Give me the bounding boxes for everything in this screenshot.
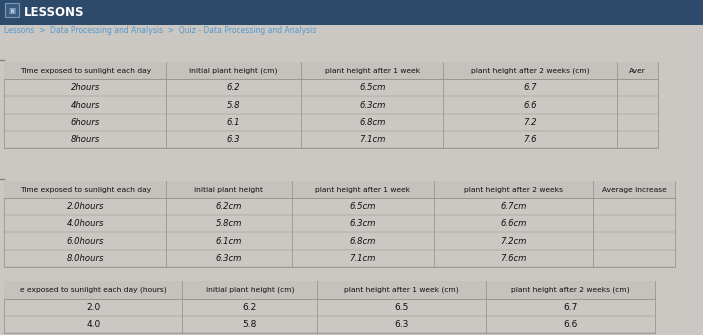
Text: 5.8: 5.8 bbox=[243, 320, 257, 329]
Text: 6.3cm: 6.3cm bbox=[359, 100, 385, 110]
Text: 5.8: 5.8 bbox=[227, 100, 240, 110]
Text: 6.2: 6.2 bbox=[243, 303, 257, 312]
FancyBboxPatch shape bbox=[4, 62, 657, 148]
Text: 2hours: 2hours bbox=[70, 83, 100, 92]
Text: 7.2cm: 7.2cm bbox=[501, 237, 527, 246]
FancyBboxPatch shape bbox=[4, 281, 654, 333]
Text: 6.6: 6.6 bbox=[563, 320, 578, 329]
FancyBboxPatch shape bbox=[4, 281, 654, 299]
Text: 6hours: 6hours bbox=[70, 118, 100, 127]
Text: 6.8cm: 6.8cm bbox=[349, 237, 376, 246]
Text: 8.0hours: 8.0hours bbox=[67, 254, 104, 263]
Text: e exposed to sunlight each day (hours): e exposed to sunlight each day (hours) bbox=[20, 287, 167, 293]
Text: initial plant height: initial plant height bbox=[195, 187, 264, 193]
Text: plant height after 2 weeks (cm): plant height after 2 weeks (cm) bbox=[471, 67, 589, 74]
Text: plant height after 2 weeks: plant height after 2 weeks bbox=[464, 187, 563, 193]
Text: 6.3cm: 6.3cm bbox=[216, 254, 242, 263]
Text: LESSONS: LESSONS bbox=[24, 6, 84, 19]
Text: plant height after 1 week: plant height after 1 week bbox=[325, 68, 420, 74]
Text: Time exposed to sunlight each day: Time exposed to sunlight each day bbox=[20, 187, 151, 193]
Text: 6.7: 6.7 bbox=[523, 83, 537, 92]
Text: 7.6: 7.6 bbox=[523, 135, 537, 144]
Text: 6.1cm: 6.1cm bbox=[216, 237, 242, 246]
Text: plant height after 1 week: plant height after 1 week bbox=[315, 187, 411, 193]
Text: 6.5cm: 6.5cm bbox=[349, 202, 376, 211]
Text: 2.0hours: 2.0hours bbox=[67, 202, 104, 211]
Text: Average increase: Average increase bbox=[602, 187, 666, 193]
Text: 6.7cm: 6.7cm bbox=[501, 202, 527, 211]
Text: 6.5: 6.5 bbox=[394, 303, 409, 312]
Text: initial plant height (cm): initial plant height (cm) bbox=[189, 67, 278, 74]
Text: plant height after 1 week (cm): plant height after 1 week (cm) bbox=[344, 287, 459, 293]
Text: 6.6cm: 6.6cm bbox=[501, 219, 527, 228]
FancyBboxPatch shape bbox=[5, 3, 19, 17]
Text: 4hours: 4hours bbox=[70, 100, 100, 110]
FancyBboxPatch shape bbox=[0, 0, 703, 25]
Text: initial plant height (cm): initial plant height (cm) bbox=[206, 287, 294, 293]
Text: 6.3cm: 6.3cm bbox=[349, 219, 376, 228]
FancyBboxPatch shape bbox=[4, 181, 675, 198]
FancyBboxPatch shape bbox=[4, 62, 657, 79]
Text: 6.7: 6.7 bbox=[563, 303, 578, 312]
Text: 7.1cm: 7.1cm bbox=[359, 135, 385, 144]
Text: 5.8cm: 5.8cm bbox=[216, 219, 242, 228]
Text: 6.5cm: 6.5cm bbox=[359, 83, 385, 92]
Text: 7.1cm: 7.1cm bbox=[349, 254, 376, 263]
Text: 6.3: 6.3 bbox=[394, 320, 409, 329]
Text: ▣: ▣ bbox=[8, 5, 15, 14]
Text: 4.0hours: 4.0hours bbox=[67, 219, 104, 228]
Text: 6.2cm: 6.2cm bbox=[216, 202, 242, 211]
Text: 8hours: 8hours bbox=[70, 135, 100, 144]
Text: 7.6cm: 7.6cm bbox=[501, 254, 527, 263]
Text: 6.1: 6.1 bbox=[227, 118, 240, 127]
Text: Lessons  >  Data Processing and Analysis  >  Quiz - Data Processing and Analysis: Lessons > Data Processing and Analysis >… bbox=[4, 26, 316, 35]
Text: 6.8cm: 6.8cm bbox=[359, 118, 385, 127]
Text: 6.2: 6.2 bbox=[227, 83, 240, 92]
Text: 7.2: 7.2 bbox=[523, 118, 537, 127]
Text: plant height after 2 weeks (cm): plant height after 2 weeks (cm) bbox=[511, 287, 630, 293]
Text: 6.3: 6.3 bbox=[227, 135, 240, 144]
Text: 6.0hours: 6.0hours bbox=[67, 237, 104, 246]
Text: 6.6: 6.6 bbox=[523, 100, 537, 110]
Text: Time exposed to sunlight each day: Time exposed to sunlight each day bbox=[20, 68, 151, 74]
Text: Aver: Aver bbox=[628, 68, 645, 74]
Text: 4.0: 4.0 bbox=[86, 320, 101, 329]
FancyBboxPatch shape bbox=[4, 181, 675, 267]
Text: 2.0: 2.0 bbox=[86, 303, 101, 312]
